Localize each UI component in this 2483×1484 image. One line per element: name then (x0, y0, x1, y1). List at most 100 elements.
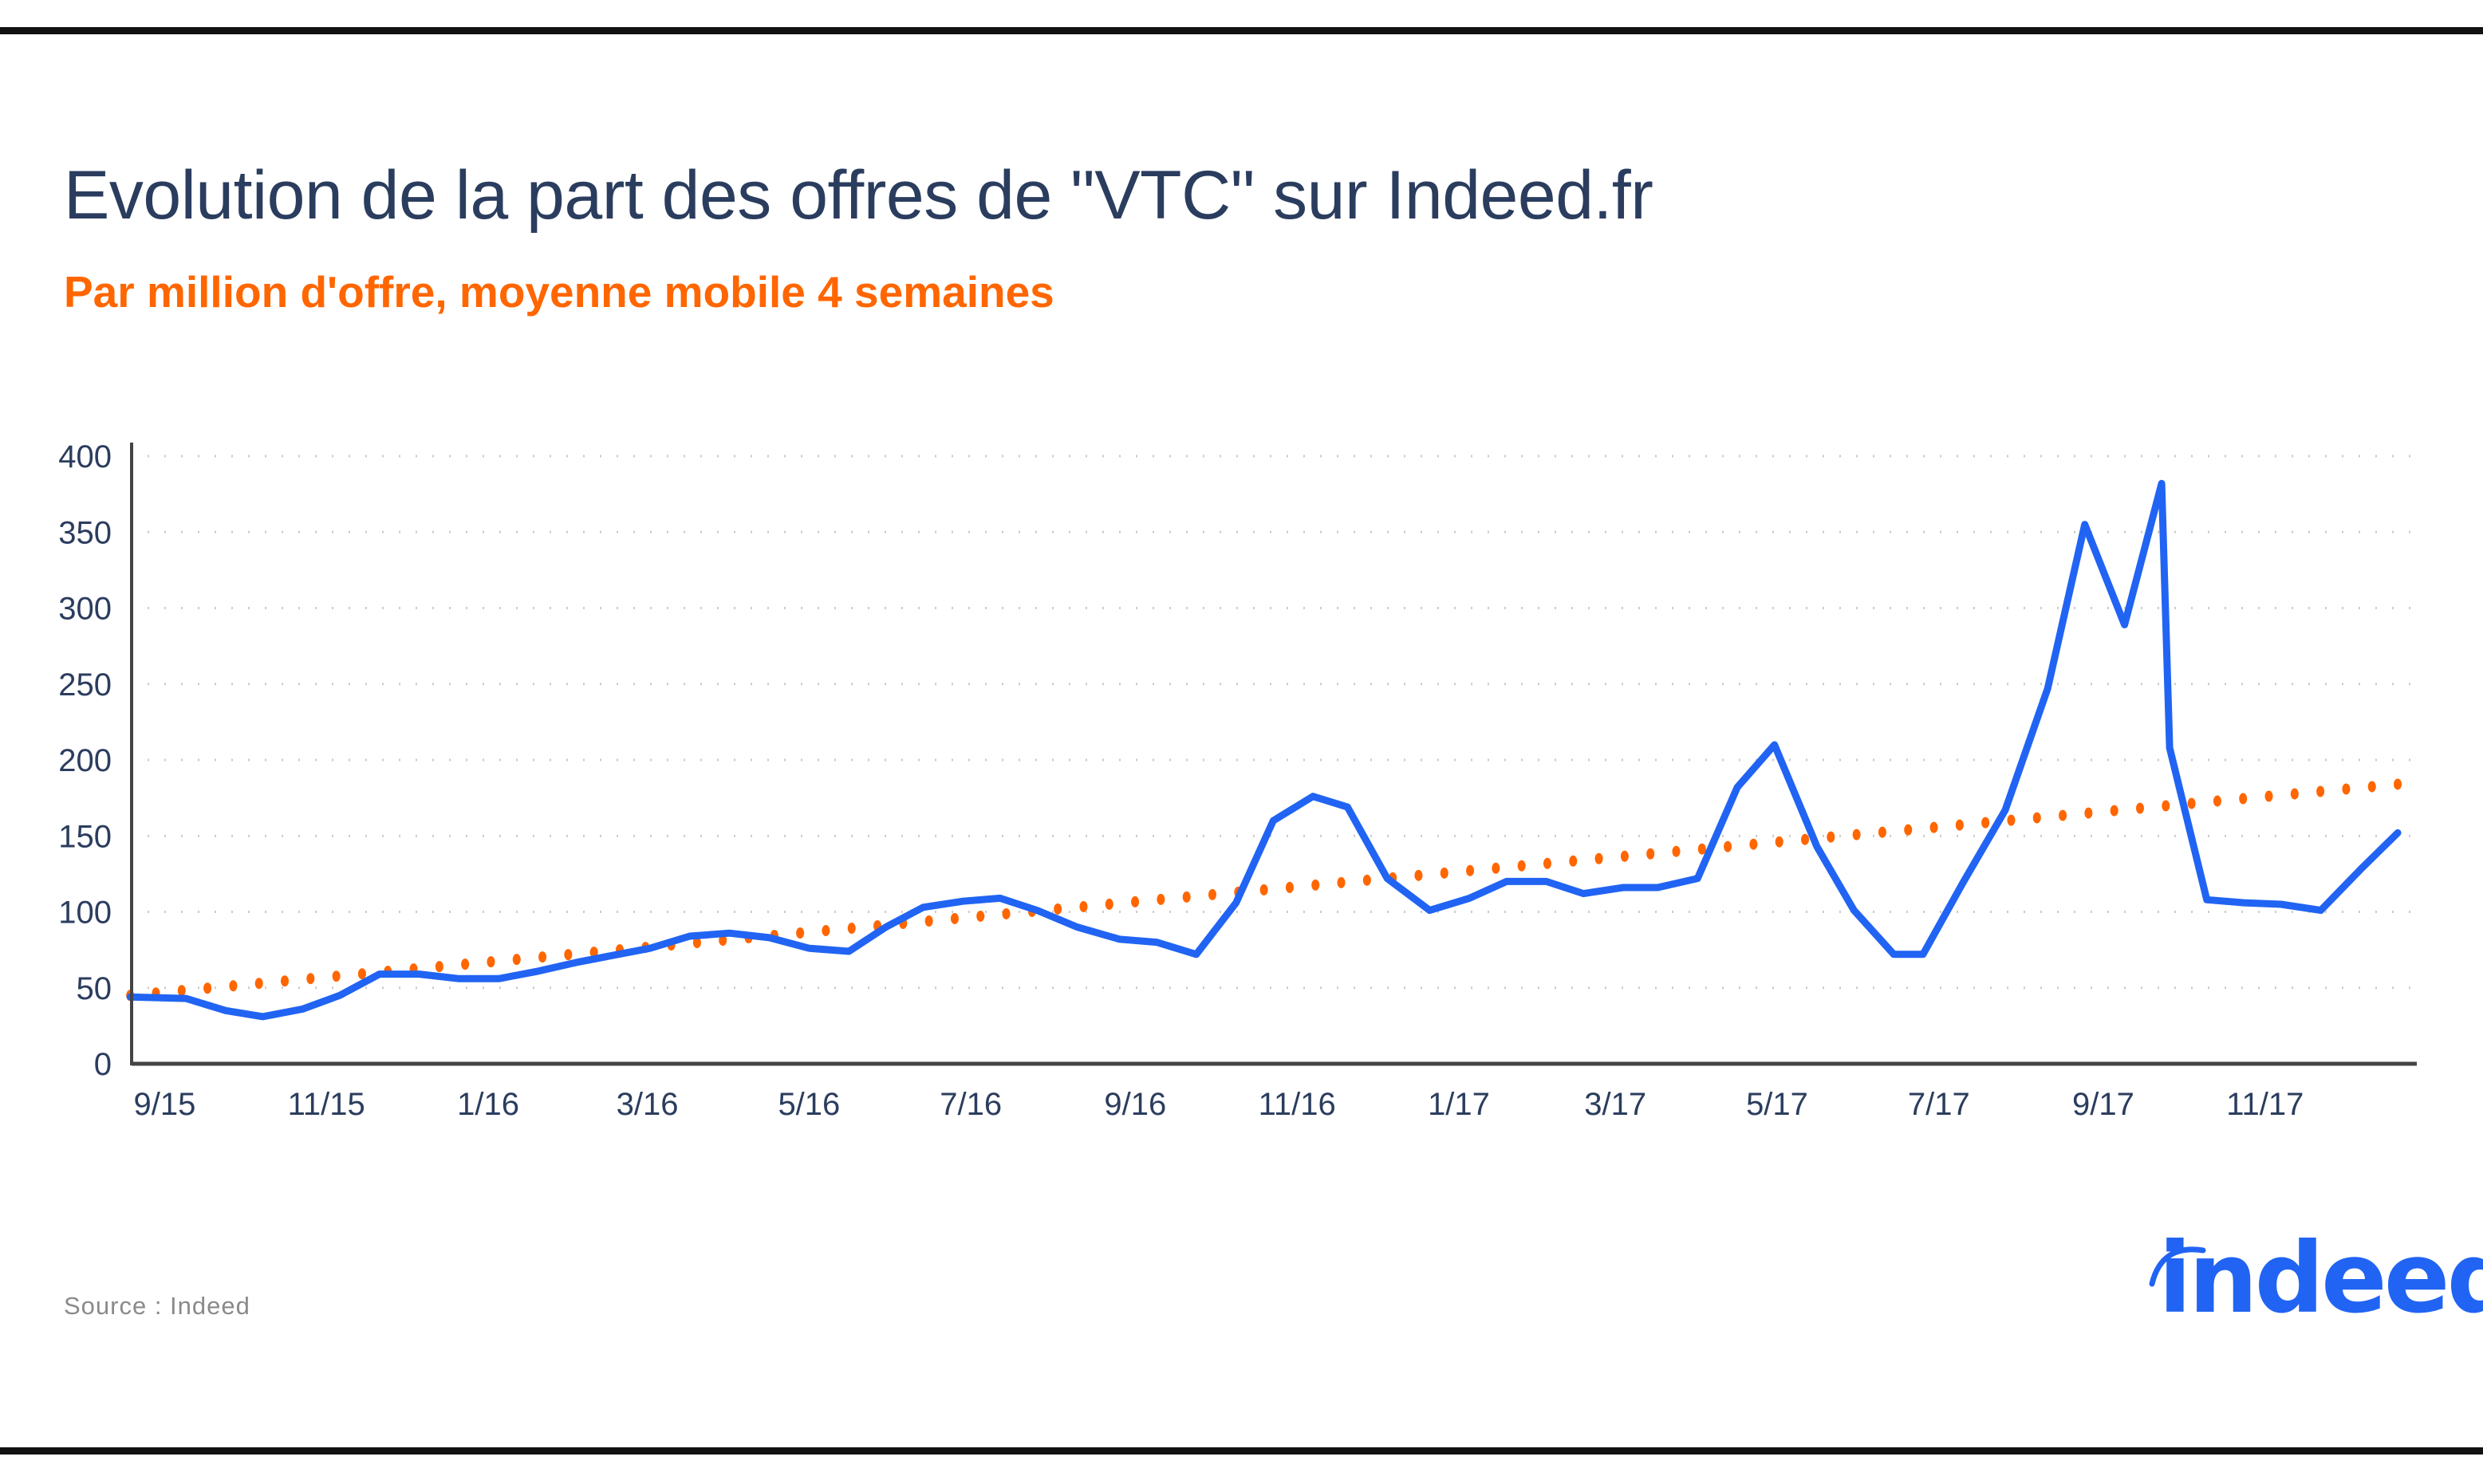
series-line (126, 479, 2402, 1021)
trendline-dot (1079, 900, 1088, 912)
trendline-dot (1724, 840, 1732, 852)
trendline-dot (1466, 864, 1475, 876)
trendline-dot (1414, 869, 1423, 881)
trendline-dot (1208, 888, 1217, 900)
trendline-dot (2394, 778, 2402, 790)
trendline-dot (796, 927, 805, 939)
x-tick-label: 5/17 (1746, 1087, 1808, 1122)
trendline-dot (1775, 836, 1783, 848)
trendline-dot (1827, 831, 1835, 843)
trendline-dot (1337, 876, 1346, 888)
x-tick-label: 7/16 (940, 1087, 1002, 1122)
trendline-dot (1543, 857, 1551, 869)
x-tick-label: 9/16 (1104, 1087, 1166, 1122)
trendline-dot (1852, 829, 1861, 840)
x-tick-label: 9/15 (133, 1087, 195, 1122)
trendline-dot (177, 985, 186, 997)
trendline-dot (1955, 819, 1964, 831)
source-note: Source : Indeed (64, 1292, 250, 1320)
trendline-dot (254, 978, 263, 990)
trendline-dot (332, 970, 341, 982)
trendline-dot (1620, 850, 1629, 862)
trendline-dot (2032, 812, 2041, 824)
trendline-dot (822, 925, 830, 937)
x-tick-label: 11/17 (2226, 1087, 2304, 1122)
trendline-dot (357, 968, 366, 980)
trendline-dot (1517, 860, 1526, 872)
y-axis-ticks: 0 50 100 150 200 250 300 350 400 (58, 439, 112, 1082)
top-border (0, 27, 2483, 34)
trendline-dot (976, 910, 985, 922)
gridlines (148, 455, 2417, 990)
trendline-dot (2007, 814, 2016, 826)
x-axis-ticks: 9/15 11/15 1/16 3/16 5/16 7/16 9/16 11/16 1/17 3/… (133, 1087, 2304, 1122)
trendline-dot (2367, 781, 2376, 793)
trendline-dot (1646, 848, 1655, 860)
trendline-dot (1054, 903, 1062, 915)
trendline-dot (1594, 852, 1603, 864)
trendline-dot (1285, 881, 1294, 893)
trendline-dot (1672, 845, 1681, 857)
trendline-dot (1259, 884, 1268, 896)
trendline-dot (2316, 785, 2325, 797)
trendline-dot (1362, 874, 1371, 886)
trendline-dot (950, 912, 959, 924)
trendline-dot (2213, 795, 2221, 807)
x-tick-label: 11/16 (1259, 1087, 1336, 1122)
trendline-dot (2187, 797, 2196, 809)
y-tick-label: 50 (77, 971, 112, 1006)
trendline-dot (538, 951, 547, 963)
trendline-dot (1929, 821, 1938, 833)
trendline-dot (1878, 826, 1886, 838)
trendline-dot (461, 958, 470, 970)
x-tick-label: 5/16 (778, 1087, 840, 1122)
bottom-border (0, 1447, 2483, 1454)
trendline-dot (924, 915, 933, 927)
trendline-dot (306, 973, 315, 985)
trendline-dot (1105, 898, 1113, 910)
y-tick-label: 200 (58, 743, 112, 778)
trendline-dot (1131, 896, 1140, 907)
trendline-dot (2162, 800, 2170, 812)
trendline-dot (2135, 802, 2144, 814)
trendline-dot (2239, 793, 2248, 805)
trendline-dot (1801, 833, 1810, 845)
trendline-dot (1311, 879, 1320, 891)
trendline-dot (1440, 867, 1448, 879)
trendline-dot (229, 980, 238, 992)
trendline-dot (435, 961, 443, 973)
y-tick-label: 300 (58, 592, 112, 627)
trendline-dot (1697, 843, 1706, 855)
indeed-logo: indeed (2130, 1222, 2483, 1335)
trendline-dot (719, 935, 727, 947)
x-tick-label: 9/17 (2072, 1087, 2134, 1122)
logo-arc-icon (2149, 1246, 2206, 1287)
chart-subtitle: Par million d'offre, moyenne mobile 4 se… (64, 267, 1054, 317)
trendline-dot (487, 956, 495, 968)
y-tick-label: 150 (58, 819, 112, 854)
trendline-dot (2342, 783, 2351, 795)
trendline-dot (1904, 824, 1913, 836)
trendline (126, 778, 2402, 1002)
y-tick-label: 100 (58, 896, 112, 931)
trendline-dot (1981, 817, 1990, 829)
x-tick-label: 7/17 (1908, 1087, 1970, 1122)
trendline-dot (1492, 862, 1500, 874)
trendline-dot (1749, 838, 1758, 850)
y-tick-label: 350 (58, 515, 112, 550)
y-tick-label: 0 (94, 1047, 112, 1082)
y-tick-label: 400 (58, 439, 112, 474)
x-tick-label: 1/16 (457, 1087, 519, 1122)
trendline-dot (2110, 805, 2118, 817)
trendline-dot (2059, 809, 2067, 821)
trendline-dot (1569, 855, 1578, 867)
trendline-dot (2084, 807, 2093, 819)
trendline-dot (692, 937, 701, 949)
x-tick-label: 3/16 (617, 1087, 679, 1122)
trendline-dot (512, 954, 521, 966)
trendline-dot (2264, 790, 2273, 802)
trendline-dot (2290, 788, 2299, 800)
chart-title: Evolution de la part des offres de "VTC"… (64, 157, 1653, 234)
trendline-dot (203, 982, 212, 994)
x-tick-label: 3/17 (1584, 1087, 1646, 1122)
